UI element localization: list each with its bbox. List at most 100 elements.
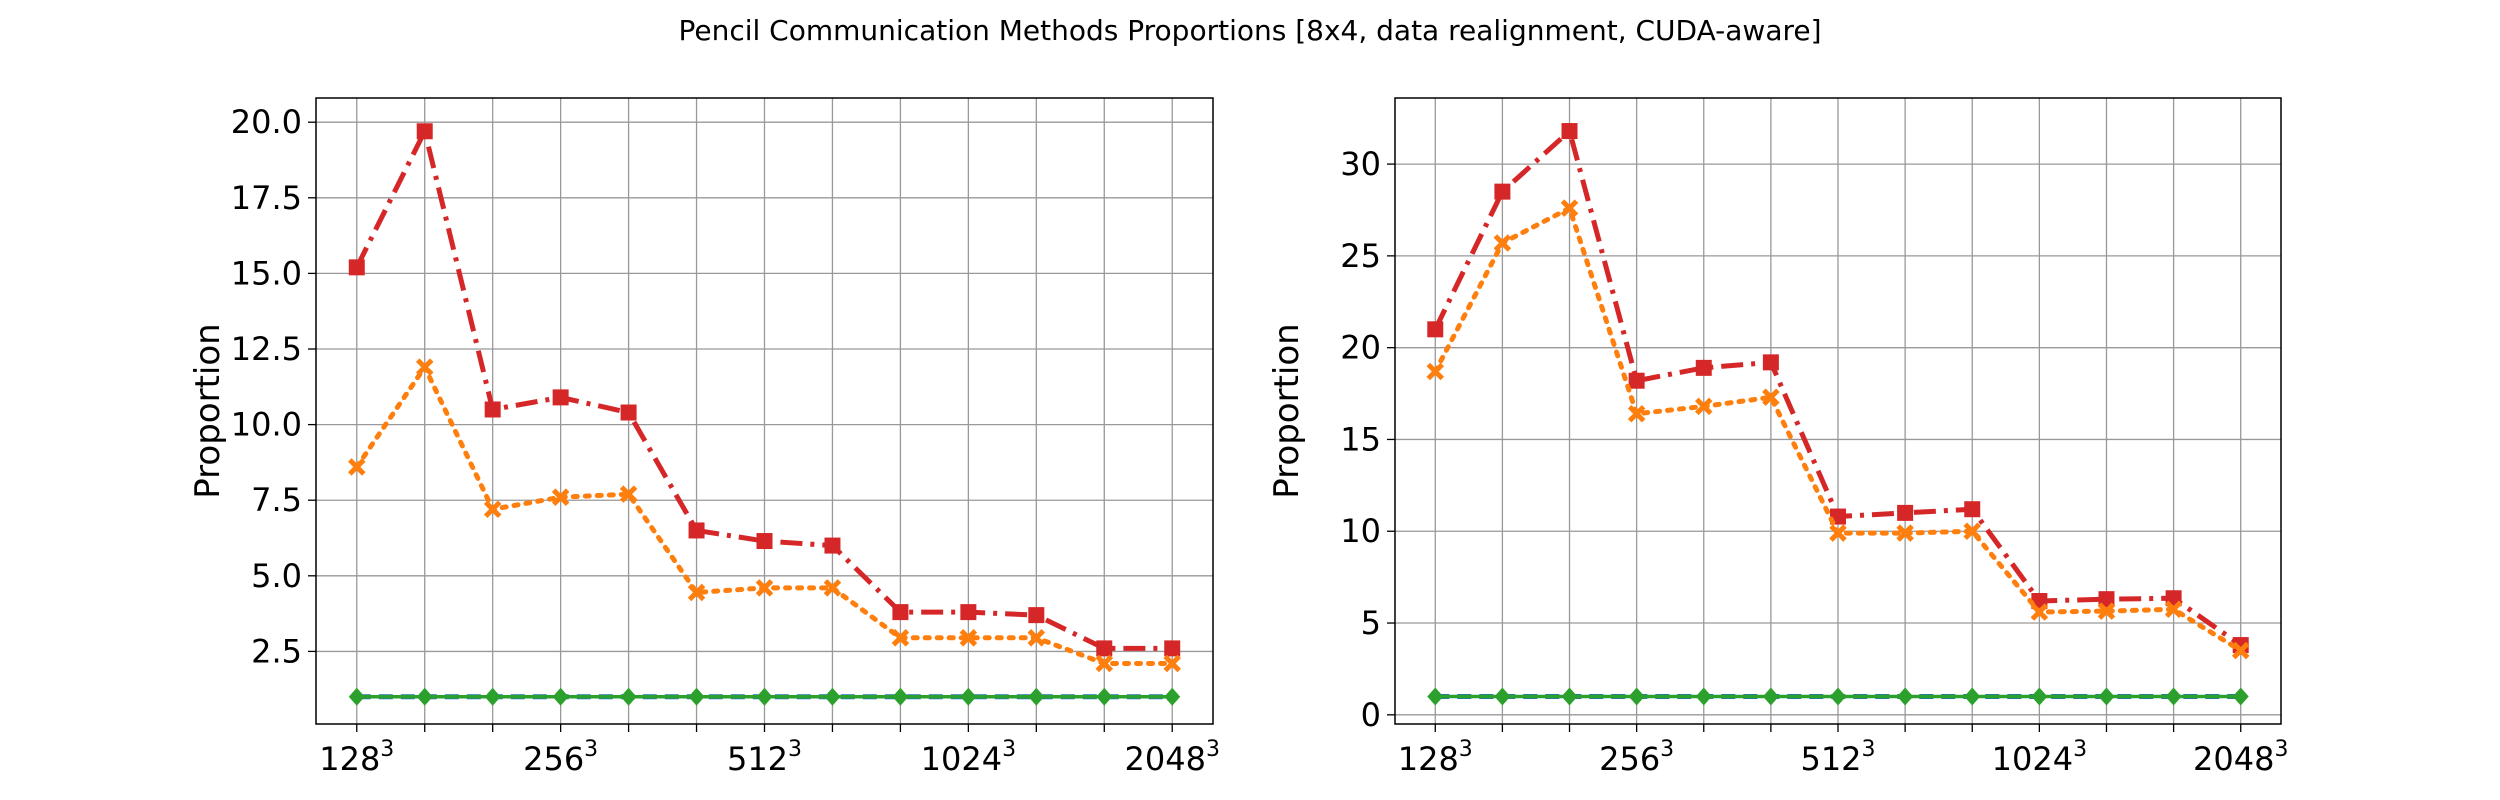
y-tick-label: 20.0 — [231, 103, 302, 141]
y-tick-label: 0 — [1361, 696, 1381, 734]
data-point — [756, 687, 773, 706]
data-point — [552, 687, 569, 706]
data-point — [960, 687, 977, 706]
data-point — [619, 485, 638, 503]
data-point — [1897, 504, 1914, 521]
data-point — [484, 401, 501, 418]
x-tick-exponent: 3 — [2073, 737, 2087, 762]
x-tick-base: 512 — [1800, 740, 1861, 778]
x-tick-exponent: 3 — [788, 737, 802, 762]
data-point — [483, 500, 502, 519]
data-point — [824, 687, 841, 706]
y-tick-label: 10.0 — [231, 406, 302, 444]
x-tick-exponent: 3 — [1862, 737, 1876, 762]
data-point — [1762, 687, 1779, 706]
data-point — [1896, 524, 1914, 542]
data-point — [1829, 524, 1847, 542]
data-point — [824, 537, 841, 554]
data-point — [1028, 687, 1045, 706]
data-point — [620, 687, 637, 706]
x-tick-exponent: 3 — [1459, 737, 1473, 762]
data-point — [1560, 199, 1579, 217]
data-point — [1096, 687, 1113, 706]
data-point — [1096, 640, 1113, 657]
data-point — [1695, 687, 1712, 706]
data-point — [1964, 687, 1981, 706]
x-tick-label: 20483 — [1125, 737, 1220, 778]
data-point — [892, 604, 909, 621]
y-tick-label: 15.0 — [231, 254, 302, 292]
data-point — [1494, 687, 1511, 706]
x-tick-base: 2048 — [2193, 740, 2274, 778]
x-tick-base: 128 — [1398, 740, 1459, 778]
data-point — [1163, 654, 1181, 673]
data-point — [1027, 629, 1046, 647]
x-tick-base: 1024 — [1992, 740, 2073, 778]
data-point — [1897, 687, 1914, 706]
data-point — [1095, 654, 1114, 673]
y-tick-label: 12.5 — [231, 330, 302, 368]
x-tick-label: 1283 — [319, 737, 394, 778]
y-tick-label: 15 — [1340, 420, 1381, 458]
x-tick-base: 256 — [523, 740, 584, 778]
x-tick-base: 2048 — [1125, 740, 1206, 778]
data-point — [891, 629, 910, 647]
data-point — [1164, 687, 1181, 706]
data-point — [484, 687, 501, 706]
x-tick-base: 1024 — [921, 740, 1002, 778]
data-point — [756, 533, 773, 550]
data-point — [348, 687, 365, 706]
data-point — [1561, 123, 1578, 140]
data-point — [1694, 397, 1713, 416]
data-point — [959, 629, 978, 647]
data-point — [755, 579, 774, 597]
y-tick-label: 25 — [1340, 237, 1381, 275]
data-point — [687, 583, 706, 602]
data-point — [2098, 591, 2115, 608]
figure-title: Pencil Communication Methods Proportions… — [678, 14, 1822, 47]
data-point — [823, 579, 842, 597]
axes-frame — [315, 97, 1214, 725]
data-point — [416, 123, 433, 140]
data-point — [1830, 687, 1846, 706]
x-tick-label: 20483 — [2193, 737, 2288, 778]
data-point — [1494, 183, 1511, 200]
data-point — [2098, 687, 2115, 706]
data-point — [1695, 359, 1712, 376]
x-tick-label: 5123 — [727, 737, 802, 778]
y-tick-label: 17.5 — [231, 179, 302, 217]
x-tick-label: 10243 — [921, 737, 1016, 778]
data-point — [2232, 687, 2249, 706]
x-tick-label: 10243 — [1992, 737, 2087, 778]
y-axis-label: Proportion — [188, 323, 228, 498]
data-point — [1628, 372, 1645, 389]
axes-frame — [1394, 97, 2282, 725]
data-point — [1762, 354, 1779, 371]
data-point — [1427, 321, 1444, 338]
data-point — [2165, 687, 2182, 706]
data-point — [2164, 600, 2183, 619]
data-point — [1561, 687, 1578, 706]
data-point — [1493, 234, 1512, 252]
data-point — [1427, 687, 1444, 706]
y-tick-label: 7.5 — [251, 481, 302, 519]
x-tick-base: 256 — [1599, 740, 1660, 778]
x-tick-base: 128 — [319, 740, 380, 778]
data-point — [551, 488, 570, 506]
x-tick-exponent: 3 — [1002, 737, 1016, 762]
data-point — [1963, 522, 1982, 541]
x-tick-exponent: 3 — [1206, 737, 1220, 762]
data-point — [416, 687, 433, 706]
data-point — [688, 687, 705, 706]
y-tick-label: 5 — [1361, 604, 1381, 642]
y-tick-label: 2.5 — [251, 632, 302, 670]
data-point — [688, 522, 705, 539]
data-point — [348, 458, 366, 476]
x-tick-label: 2563 — [1599, 737, 1674, 778]
data-point — [415, 358, 434, 376]
y-tick-label: 10 — [1340, 512, 1381, 550]
data-point — [1628, 687, 1645, 706]
